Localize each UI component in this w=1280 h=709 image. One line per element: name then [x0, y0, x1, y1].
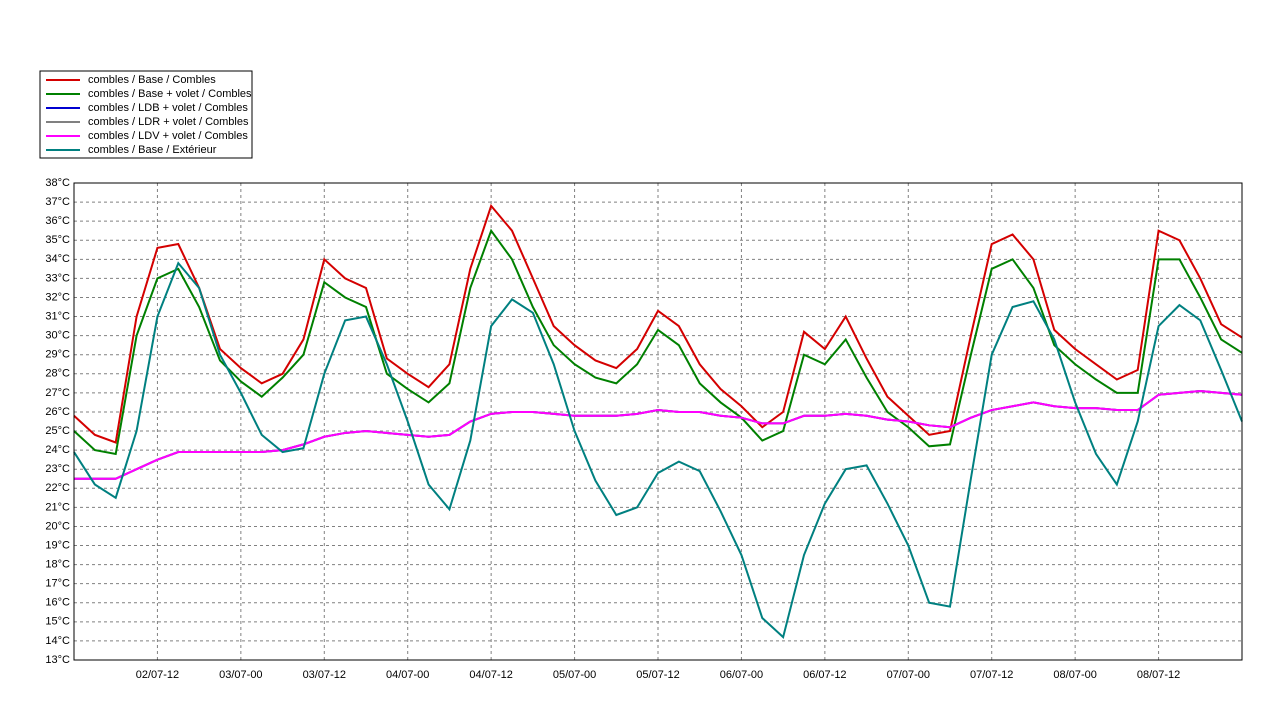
- series-line: [73, 203, 1243, 444]
- x-tick-label: 05/07-00: [553, 669, 596, 681]
- y-tick-label: 23°C: [45, 463, 70, 475]
- y-tick-label: 29°C: [45, 349, 70, 361]
- y-tick-label: 14°C: [45, 635, 70, 647]
- x-tick-label: 07/07-12: [970, 669, 1013, 681]
- legend-label: combles / Base / Combles: [88, 74, 216, 86]
- legend-label: combles / LDB + volet / Combles: [88, 102, 248, 114]
- x-tick-label: 03/07-12: [303, 669, 346, 681]
- y-tick-label: 31°C: [45, 310, 70, 322]
- plot-area: [74, 183, 1242, 660]
- y-tick-label: 36°C: [45, 215, 70, 227]
- y-tick-label: 35°C: [45, 234, 70, 246]
- x-tick-label: 08/07-12: [1137, 669, 1180, 681]
- y-tick-label: 27°C: [45, 387, 70, 399]
- y-tick-label: 18°C: [45, 559, 70, 571]
- x-tick-label: 06/07-12: [803, 669, 846, 681]
- y-tick-label: 24°C: [45, 444, 70, 456]
- y-tick-label: 26°C: [45, 406, 70, 418]
- y-tick-label: 38°C: [45, 177, 70, 189]
- legend-box: [39, 70, 253, 159]
- x-tick-label: 04/07-00: [386, 669, 429, 681]
- x-tick-label: 04/07-12: [469, 669, 512, 681]
- y-tick-label: 28°C: [45, 368, 70, 380]
- y-tick-label: 15°C: [45, 616, 70, 628]
- y-tick-label: 13°C: [45, 654, 70, 666]
- y-tick-label: 25°C: [45, 425, 70, 437]
- y-tick-label: 21°C: [45, 501, 70, 513]
- y-tick-label: 16°C: [45, 597, 70, 609]
- legend-label: combles / Base / Extérieur: [88, 144, 217, 156]
- x-tick-label: 07/07-00: [887, 669, 930, 681]
- x-tick-label: 06/07-00: [720, 669, 763, 681]
- y-tick-label: 32°C: [45, 291, 70, 303]
- y-tick-label: 34°C: [45, 253, 70, 265]
- plot-frame: [73, 182, 1243, 661]
- series-line: [73, 261, 1243, 639]
- y-tick-label: 22°C: [45, 482, 70, 494]
- legend-label: combles / LDV + volet / Combles: [88, 130, 248, 142]
- x-tick-label: 02/07-12: [136, 669, 179, 681]
- y-tick-label: 20°C: [45, 520, 70, 532]
- y-tick-label: 33°C: [45, 272, 70, 284]
- y-tick-label: 30°C: [45, 330, 70, 342]
- x-tick-label: 03/07-00: [219, 669, 262, 681]
- series-line: [74, 389, 1243, 480]
- legend-label: combles / LDR + volet / Combles: [88, 116, 249, 128]
- y-tick-label: 37°C: [45, 196, 70, 208]
- legend-label: combles / Base + volet / Combles: [88, 88, 252, 100]
- x-tick-label: 05/07-12: [636, 669, 679, 681]
- x-tick-label: 08/07-00: [1053, 669, 1096, 681]
- y-tick-label: 19°C: [45, 539, 70, 551]
- y-tick-label: 17°C: [45, 578, 70, 590]
